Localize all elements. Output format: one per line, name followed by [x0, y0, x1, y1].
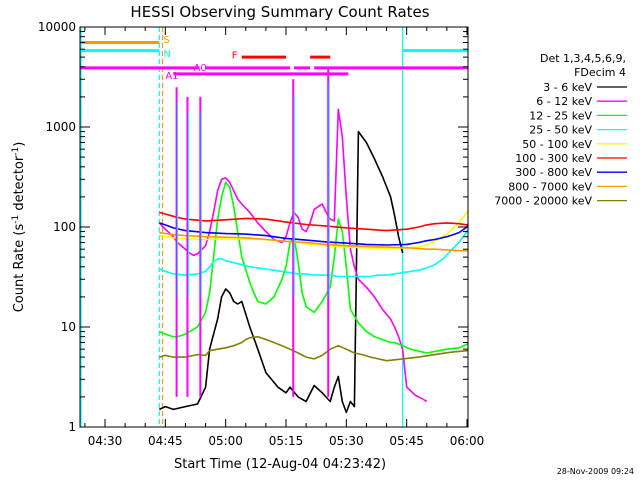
x-tick-label-6: 06:00 — [450, 434, 485, 448]
flag-label-N: N — [163, 49, 170, 60]
y-axis-label-sup2: -1 — [11, 147, 21, 156]
y-axis-label: Count Rate (s-1 detector-1) — [11, 142, 27, 313]
timestamp: 28-Nov-2009 09:24 — [557, 467, 634, 476]
chart-title: HESSI Observing Summary Count Rates — [130, 3, 429, 21]
y-tick-label-4: 10000 — [38, 20, 76, 34]
series-line-6 — [159, 222, 468, 246]
x-tick-label-5: 05:45 — [389, 434, 424, 448]
y-axis-label-part3: ) — [12, 142, 27, 147]
legend-header-line2: FDecim 4 — [574, 66, 626, 79]
series-line-1 — [158, 108, 428, 403]
plot-content: SN F A0 A1 — [80, 27, 468, 427]
legend-label-1: 6 - 12 keV — [536, 95, 592, 108]
y-tick-label-3: 1000 — [45, 120, 76, 134]
series-line-3 — [159, 227, 468, 278]
y-tick-label-2: 100 — [53, 220, 76, 234]
legend-header-line1: Det 1,3,4,5,6,9, — [540, 52, 626, 65]
legend-label-3: 25 - 50 keV — [529, 124, 592, 137]
y-axis-label-sup1: -1 — [11, 215, 21, 224]
x-tick-label-3: 05:15 — [269, 434, 304, 448]
axes: 04:30 04:45 05:00 05:15 05:30 05:45 06:00 1 10 10… — [38, 20, 484, 448]
legend-label-4: 50 - 100 keV — [522, 138, 592, 151]
flag-label-A0: A0 — [193, 63, 206, 74]
legend-label-7: 800 - 7000 keV — [508, 180, 592, 193]
x-axis-label: Start Time (12-Aug-04 04:23:42) — [174, 457, 386, 472]
legend-label-6: 300 - 800 keV — [515, 166, 592, 179]
legend-label-0: 3 - 6 keV — [543, 81, 592, 94]
series-line-5 — [159, 211, 468, 232]
x-tick-label-1: 04:45 — [148, 434, 183, 448]
y-axis-label-part2: detector — [12, 155, 27, 215]
x-tick-label-2: 05:00 — [208, 434, 243, 448]
legend-label-2: 12 - 25 keV — [529, 109, 592, 122]
legend-label-8: 7000 - 20000 keV — [494, 195, 592, 208]
x-tick-label-0: 04:30 — [88, 434, 123, 448]
x-tick-label-4: 05:30 — [329, 434, 364, 448]
y-tick-label-0: 1 — [68, 420, 76, 434]
flag-label-A1: A1 — [165, 71, 178, 82]
flag-label-S: S — [163, 35, 169, 46]
y-tick-label-1: 10 — [61, 320, 76, 334]
series-line-0 — [158, 130, 404, 414]
legend-label-5: 100 - 300 keV — [515, 152, 592, 165]
flag-label-F: F — [232, 51, 238, 62]
series-line-7 — [159, 231, 468, 252]
y-axis-label-part1: Count Rate (s — [12, 224, 27, 313]
